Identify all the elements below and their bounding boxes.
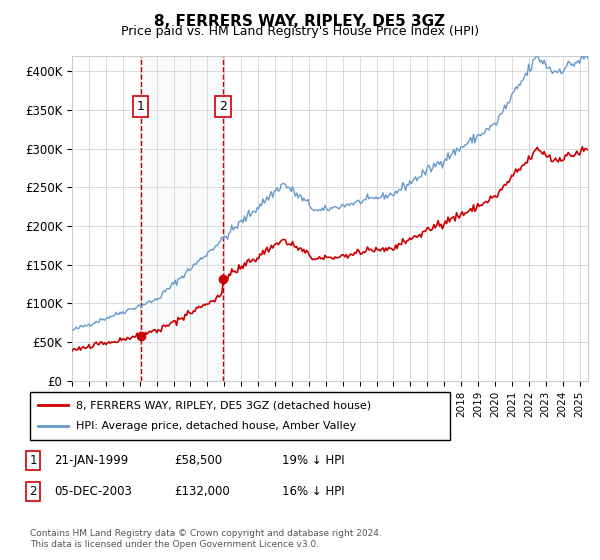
Text: 1: 1 bbox=[137, 100, 145, 113]
Text: 1: 1 bbox=[29, 454, 37, 467]
Text: £58,500: £58,500 bbox=[174, 454, 222, 467]
Text: £132,000: £132,000 bbox=[174, 485, 230, 498]
Bar bbox=[140, 56, 223, 381]
Text: Contains HM Land Registry data © Crown copyright and database right 2024.
This d: Contains HM Land Registry data © Crown c… bbox=[30, 529, 382, 549]
FancyBboxPatch shape bbox=[30, 392, 450, 440]
Text: 21-JAN-1999: 21-JAN-1999 bbox=[54, 454, 128, 467]
Text: 2: 2 bbox=[29, 485, 37, 498]
Text: 2: 2 bbox=[219, 100, 227, 113]
Text: 05-DEC-2003: 05-DEC-2003 bbox=[54, 485, 132, 498]
Text: 8, FERRERS WAY, RIPLEY, DE5 3GZ: 8, FERRERS WAY, RIPLEY, DE5 3GZ bbox=[154, 14, 446, 29]
Text: HPI: Average price, detached house, Amber Valley: HPI: Average price, detached house, Ambe… bbox=[76, 421, 356, 431]
Text: 8, FERRERS WAY, RIPLEY, DE5 3GZ (detached house): 8, FERRERS WAY, RIPLEY, DE5 3GZ (detache… bbox=[76, 400, 371, 410]
Text: 19% ↓ HPI: 19% ↓ HPI bbox=[282, 454, 344, 467]
Text: Price paid vs. HM Land Registry's House Price Index (HPI): Price paid vs. HM Land Registry's House … bbox=[121, 25, 479, 38]
Text: 16% ↓ HPI: 16% ↓ HPI bbox=[282, 485, 344, 498]
